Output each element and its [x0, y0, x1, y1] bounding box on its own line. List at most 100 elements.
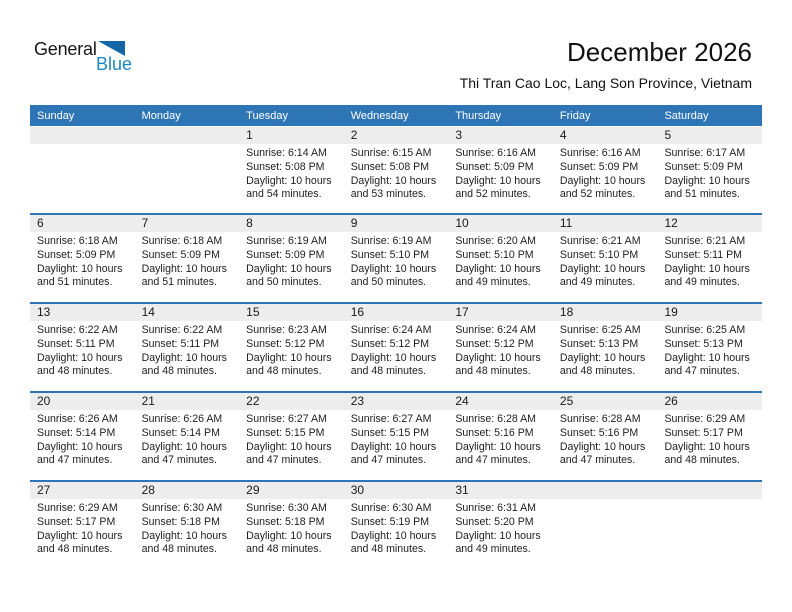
- daylight-text-line2: and 48 minutes.: [664, 454, 740, 467]
- daylight-text-line2: and 47 minutes.: [455, 454, 531, 467]
- day-info: Sunrise: 6:20 AM Sunset: 5:10 PM Daylight:…: [455, 232, 548, 290]
- sunset-text: Sunset: 5:17 PM: [664, 426, 743, 439]
- empty-day-cell: [553, 482, 658, 557]
- daylight-text-line2: and 49 minutes.: [455, 543, 531, 556]
- sunrise-text: Sunrise: 6:19 AM: [246, 235, 327, 247]
- calendar-day-cell: 3 Sunrise: 6:16 AM Sunset: 5:09 PM Daylight…: [448, 127, 553, 202]
- day-info: Sunrise: 6:30 AM Sunset: 5:18 PM Daylight:…: [246, 499, 339, 557]
- weekday-header-tuesday: Tuesday: [246, 109, 288, 122]
- daylight-text-line1: Daylight: 10 hours: [350, 440, 437, 453]
- calendar-day-cell: 15 Sunrise: 6:23 AM Sunset: 5:12 PM Dayligh…: [239, 304, 344, 379]
- empty-day-cell: [135, 127, 240, 202]
- logo-text-blue: Blue: [95, 54, 132, 74]
- day-number: 27: [37, 483, 51, 497]
- day-number: 2: [350, 128, 358, 142]
- calendar-day-cell: 26 Sunrise: 6:29 AM Sunset: 5:17 PM Dayligh…: [657, 393, 762, 468]
- day-number: 9: [350, 216, 358, 230]
- day-number: 22: [246, 394, 260, 408]
- sunset-text: Sunset: 5:15 PM: [350, 426, 430, 439]
- calendar-weeks: 1 Sunrise: 6:14 AM Sunset: 5:08 PM Daylight…: [30, 127, 762, 569]
- daylight-text-line1: Daylight: 10 hours: [664, 174, 750, 187]
- day-info: Sunrise: 6:28 AM Sunset: 5:16 PM Daylight:…: [560, 410, 653, 468]
- day-number: 19: [664, 305, 678, 319]
- calendar-day-cell: 4 Sunrise: 6:16 AM Sunset: 5:09 PM Daylight…: [553, 127, 658, 202]
- day-number: 11: [559, 216, 573, 230]
- weekday-header-sunday: Sunday: [37, 109, 75, 122]
- day-number-strip: [30, 482, 762, 499]
- sunset-text: Sunset: 5:09 PM: [141, 248, 220, 261]
- sunset-text: Sunset: 5:13 PM: [664, 337, 743, 350]
- daylight-text-line1: Daylight: 10 hours: [455, 262, 541, 275]
- sunrise-text: Sunrise: 6:26 AM: [37, 413, 118, 425]
- daylight-text-line2: and 50 minutes.: [246, 276, 322, 289]
- daylight-text-line2: and 48 minutes.: [37, 365, 113, 378]
- day-number: 3: [455, 128, 462, 142]
- sunset-text: Sunset: 5:15 PM: [246, 426, 325, 439]
- sunrise-text: Sunrise: 6:16 AM: [455, 147, 536, 159]
- daylight-text-line1: Daylight: 10 hours: [141, 440, 227, 453]
- calendar-day-cell: 14 Sunrise: 6:22 AM Sunset: 5:11 PM Dayligh…: [135, 304, 240, 379]
- sunset-text: Sunset: 5:09 PM: [455, 160, 534, 173]
- sunset-text: Sunset: 5:08 PM: [246, 160, 325, 173]
- daylight-text-line2: and 47 minutes.: [141, 454, 217, 467]
- daylight-text-line2: and 48 minutes.: [350, 543, 427, 556]
- daylight-text-line1: Daylight: 10 hours: [246, 351, 332, 364]
- sunrise-text: Sunrise: 6:27 AM: [350, 413, 432, 425]
- day-number: 28: [141, 483, 155, 497]
- day-info: Sunrise: 6:29 AM Sunset: 5:17 PM Daylight:…: [664, 410, 757, 468]
- daylight-text-line2: and 48 minutes.: [141, 365, 217, 378]
- sunset-text: Sunset: 5:12 PM: [246, 337, 325, 350]
- weekday-header-wednesday: Wednesday: [350, 109, 409, 122]
- daylight-text-line2: and 47 minutes.: [37, 454, 113, 467]
- sunrise-text: Sunrise: 6:25 AM: [559, 324, 641, 336]
- general-blue-logo: General Blue: [34, 40, 138, 75]
- day-number: 6: [37, 216, 44, 230]
- day-info: Sunrise: 6:25 AM Sunset: 5:13 PM Daylight:…: [664, 321, 757, 379]
- sunrise-text: Sunrise: 6:30 AM: [141, 502, 223, 514]
- day-info: Sunrise: 6:29 AM Sunset: 5:17 PM Daylight:…: [37, 499, 130, 557]
- sunset-text: Sunset: 5:12 PM: [455, 337, 534, 350]
- day-number: 21: [141, 394, 155, 408]
- calendar-day-cell: 8 Sunrise: 6:19 AM Sunset: 5:09 PM Daylight…: [239, 215, 344, 290]
- day-number: 14: [141, 305, 155, 319]
- sunrise-text: Sunrise: 6:29 AM: [664, 413, 746, 425]
- daylight-text-line2: and 47 minutes.: [350, 454, 427, 467]
- calendar-week-row: 6 Sunrise: 6:18 AM Sunset: 5:09 PM Daylight…: [30, 213, 762, 302]
- sunset-text: Sunset: 5:09 PM: [246, 248, 325, 261]
- daylight-text-line2: and 51 minutes.: [37, 276, 113, 289]
- day-number: 13: [37, 305, 51, 319]
- day-info: Sunrise: 6:27 AM Sunset: 5:15 PM Daylight:…: [351, 410, 444, 468]
- day-info: Sunrise: 6:22 AM Sunset: 5:11 PM Daylight:…: [142, 321, 235, 379]
- daylight-text-line1: Daylight: 10 hours: [350, 351, 437, 364]
- daylight-text-line2: and 49 minutes.: [455, 276, 531, 289]
- sunrise-text: Sunrise: 6:30 AM: [246, 502, 327, 514]
- day-number: 4: [559, 128, 567, 142]
- day-info: Sunrise: 6:21 AM Sunset: 5:11 PM Daylight:…: [664, 232, 757, 290]
- daylight-text-line2: and 51 minutes.: [141, 276, 217, 289]
- daylight-text-line1: Daylight: 10 hours: [246, 440, 332, 453]
- daylight-text-line1: Daylight: 10 hours: [141, 262, 227, 275]
- weekday-header-saturday: Saturday: [664, 109, 709, 122]
- weekday-header-row: Sunday Monday Tuesday Wednesday Thursday Frid…: [30, 105, 762, 126]
- day-number: 8: [246, 216, 253, 230]
- calendar-day-cell: 16 Sunrise: 6:24 AM Sunset: 5:12 PM Dayligh…: [344, 304, 449, 379]
- sunset-text: Sunset: 5:14 PM: [37, 426, 116, 439]
- day-info: Sunrise: 6:18 AM Sunset: 5:09 PM Daylight:…: [37, 232, 130, 290]
- daylight-text-line2: and 47 minutes.: [664, 365, 740, 378]
- day-number: 20: [37, 394, 51, 408]
- sunset-text: Sunset: 5:11 PM: [37, 337, 115, 350]
- calendar-day-cell: 6 Sunrise: 6:18 AM Sunset: 5:09 PM Daylight…: [30, 215, 135, 290]
- sunrise-text: Sunrise: 6:16 AM: [559, 147, 641, 159]
- daylight-text-line1: Daylight: 10 hours: [455, 529, 541, 542]
- day-number: 15: [246, 305, 260, 319]
- weekday-header-friday: Friday: [559, 109, 591, 122]
- daylight-text-line2: and 52 minutes.: [455, 188, 531, 201]
- sunrise-text: Sunrise: 6:29 AM: [37, 502, 118, 514]
- day-number: 25: [559, 394, 574, 408]
- calendar-day-cell: 27 Sunrise: 6:29 AM Sunset: 5:17 PM Dayligh…: [30, 482, 135, 557]
- calendar-day-cell: 19 Sunrise: 6:25 AM Sunset: 5:13 PM Dayligh…: [657, 304, 762, 379]
- daylight-text-line2: and 50 minutes.: [350, 276, 427, 289]
- sunset-text: Sunset: 5:09 PM: [664, 160, 743, 173]
- calendar-day-cell: 21 Sunrise: 6:26 AM Sunset: 5:14 PM Dayligh…: [135, 393, 240, 468]
- day-info: Sunrise: 6:27 AM Sunset: 5:15 PM Daylight:…: [246, 410, 339, 468]
